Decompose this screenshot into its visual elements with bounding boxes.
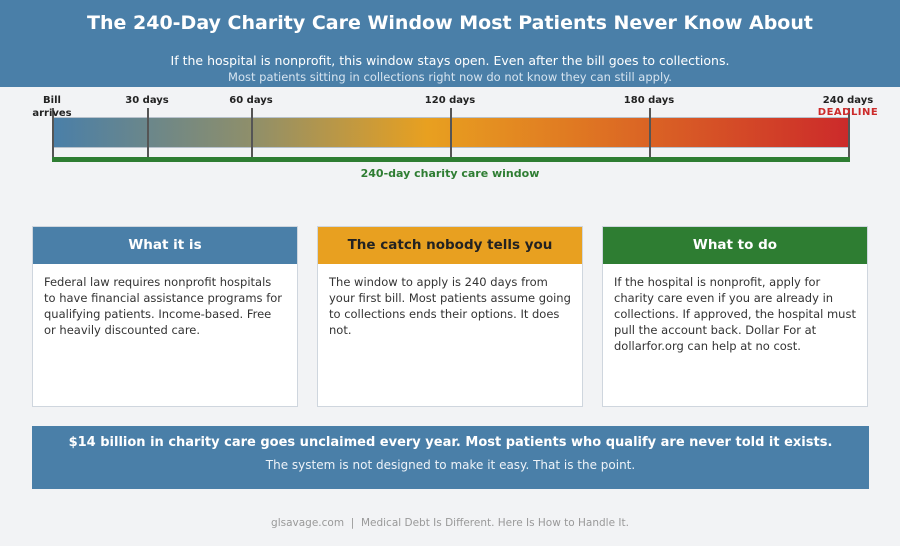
footer: glsavage.com | Medical Debt Is Different… bbox=[271, 517, 629, 529]
summary-banner: $14 billion in charity care goes unclaim… bbox=[32, 426, 869, 489]
card-title: What to do bbox=[603, 227, 867, 264]
card-body: If the hospital is nonprofit, apply for … bbox=[614, 275, 856, 353]
charity-window-bar bbox=[52, 157, 850, 162]
tick-60 bbox=[251, 108, 253, 157]
tick-120 bbox=[450, 108, 452, 157]
card-what-it-is: What it is Federal law requires nonprofi… bbox=[32, 226, 298, 407]
marker-label: 30 days bbox=[125, 95, 169, 106]
card-title: What it is bbox=[33, 227, 297, 264]
card-the-catch: The catch nobody tells you The window to… bbox=[317, 226, 583, 407]
header-note: Most patients sitting in collections rig… bbox=[228, 70, 672, 84]
card-what-to-do: What to do If the hospital is nonprofit,… bbox=[602, 226, 868, 407]
card-body: The window to apply is 240 days from you… bbox=[329, 275, 571, 337]
header: The 240-Day Charity Care Window Most Pat… bbox=[0, 0, 900, 87]
marker-label: Bill arrives bbox=[32, 95, 72, 119]
tick-30 bbox=[147, 108, 149, 157]
card-title: The catch nobody tells you bbox=[318, 227, 582, 264]
timeline: Bill arrives 30 days 60 days 120 days 18… bbox=[0, 87, 900, 197]
deadline-label: DEADLINE bbox=[817, 107, 879, 118]
page-title: The 240-Day Charity Care Window Most Pat… bbox=[87, 12, 813, 34]
banner-subline: The system is not designed to make it ea… bbox=[265, 458, 636, 472]
tick-240 bbox=[848, 108, 850, 157]
banner-headline: $14 billion in charity care goes unclaim… bbox=[68, 435, 833, 450]
marker-label: 240 days bbox=[822, 95, 874, 106]
tick-180 bbox=[649, 108, 651, 157]
card-body: Federal law requires nonprofit hospitals… bbox=[44, 275, 283, 337]
marker-label: 120 days bbox=[424, 95, 476, 106]
tick-0 bbox=[52, 108, 54, 157]
marker-label: 180 days bbox=[623, 95, 675, 106]
charity-window-label: 240-day charity care window bbox=[360, 167, 540, 180]
subtitle: If the hospital is nonprofit, this windo… bbox=[170, 53, 730, 68]
marker-label: 60 days bbox=[229, 95, 273, 106]
